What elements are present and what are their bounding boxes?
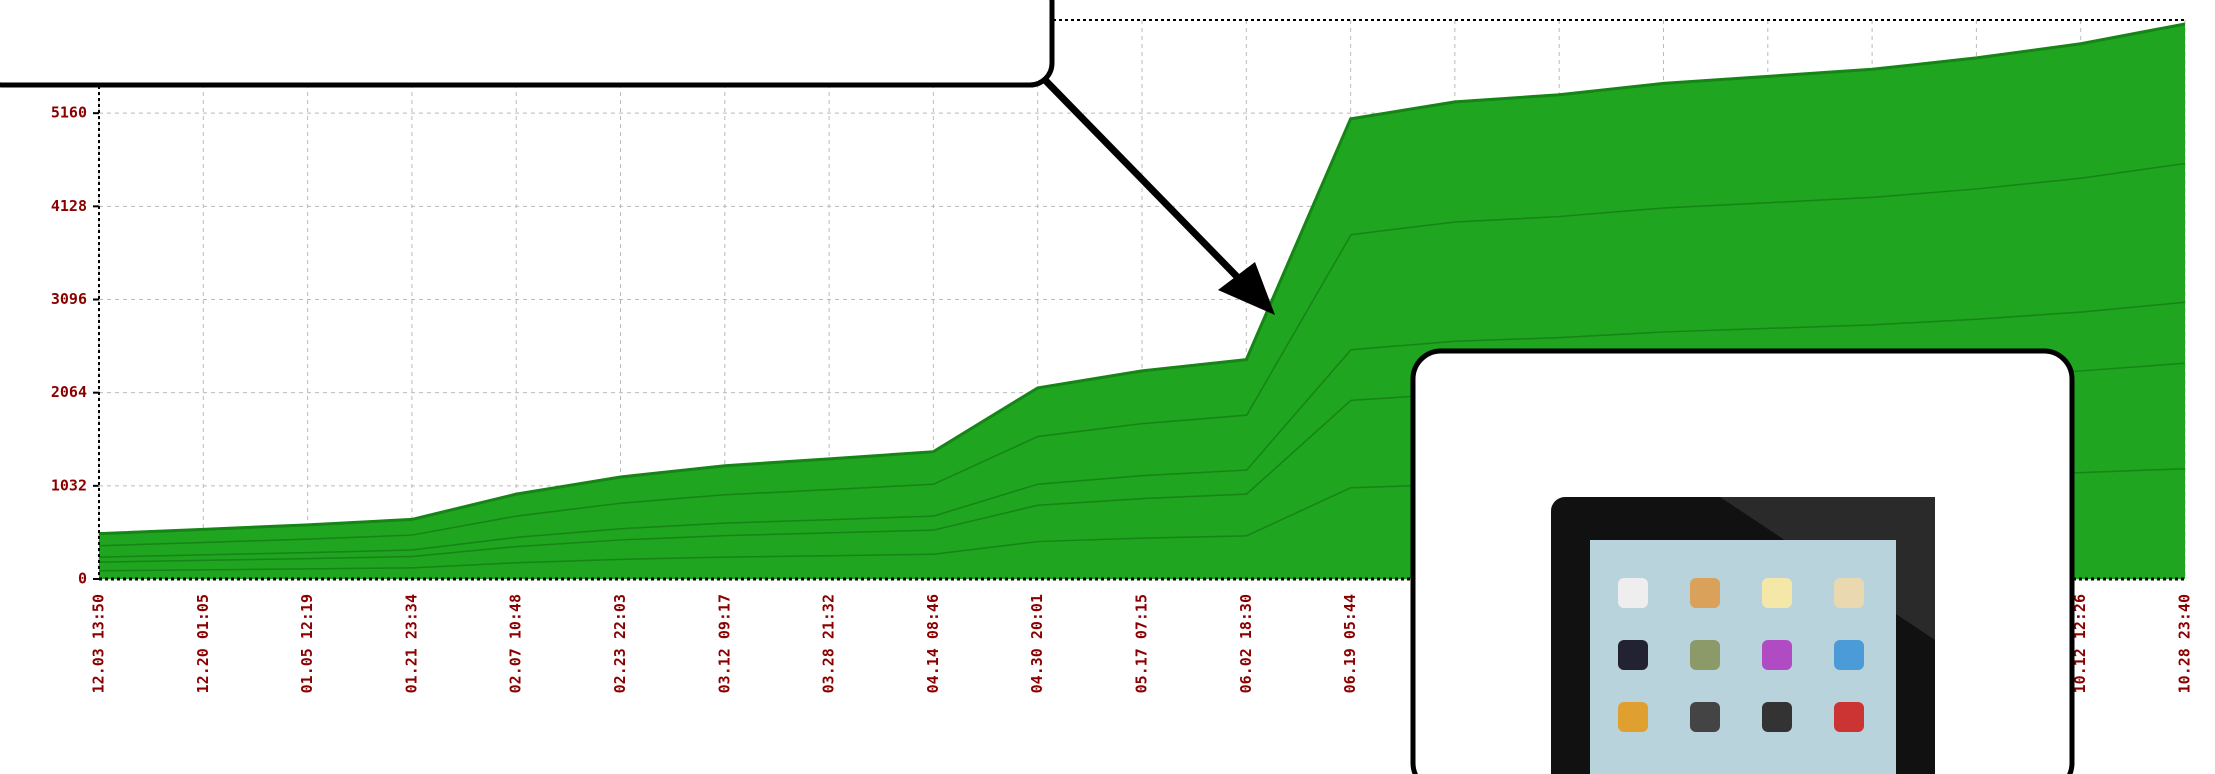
x-tick-label: 12.20 01:05 [194, 594, 212, 693]
y-tick-label: 2064 [51, 383, 87, 401]
x-tick-label: 01.05 12:19 [298, 594, 316, 693]
x-tick-label: 10.28 23:40 [2176, 594, 2194, 693]
callout-arrow [1045, 80, 1250, 290]
x-tick-label: 01.21 23:34 [402, 594, 420, 693]
x-tick-label: 06.02 18:30 [1237, 594, 1255, 693]
y-tick-label: 5160 [51, 104, 87, 122]
x-tick-label: 12.03 13:50 [90, 594, 108, 693]
x-tick-label: 02.07 10:48 [507, 594, 525, 693]
x-tick-label: 03.12 09:17 [715, 594, 733, 693]
y-tick-label: 0 [78, 570, 87, 588]
x-tick-label: 03.28 21:32 [820, 594, 838, 693]
y-tick-label: 3096 [51, 290, 87, 308]
x-tick-label: 06.19 05:44 [1341, 594, 1359, 693]
x-tick-label: 04.30 20:01 [1028, 594, 1046, 693]
x-tick-label: 05.17 07:15 [1133, 594, 1151, 693]
x-tick-label: 04.14 08:46 [924, 594, 942, 693]
x-tick-label: 02.23 22:03 [611, 594, 629, 693]
y-tick-label: 4128 [51, 197, 87, 215]
chart: 0 1032 2064 3096 4128 5160 12.03 13:50 12.20 01… [0, 0, 2215, 774]
y-tick-label: 1032 [51, 476, 87, 494]
callout-box [0, 0, 1052, 85]
